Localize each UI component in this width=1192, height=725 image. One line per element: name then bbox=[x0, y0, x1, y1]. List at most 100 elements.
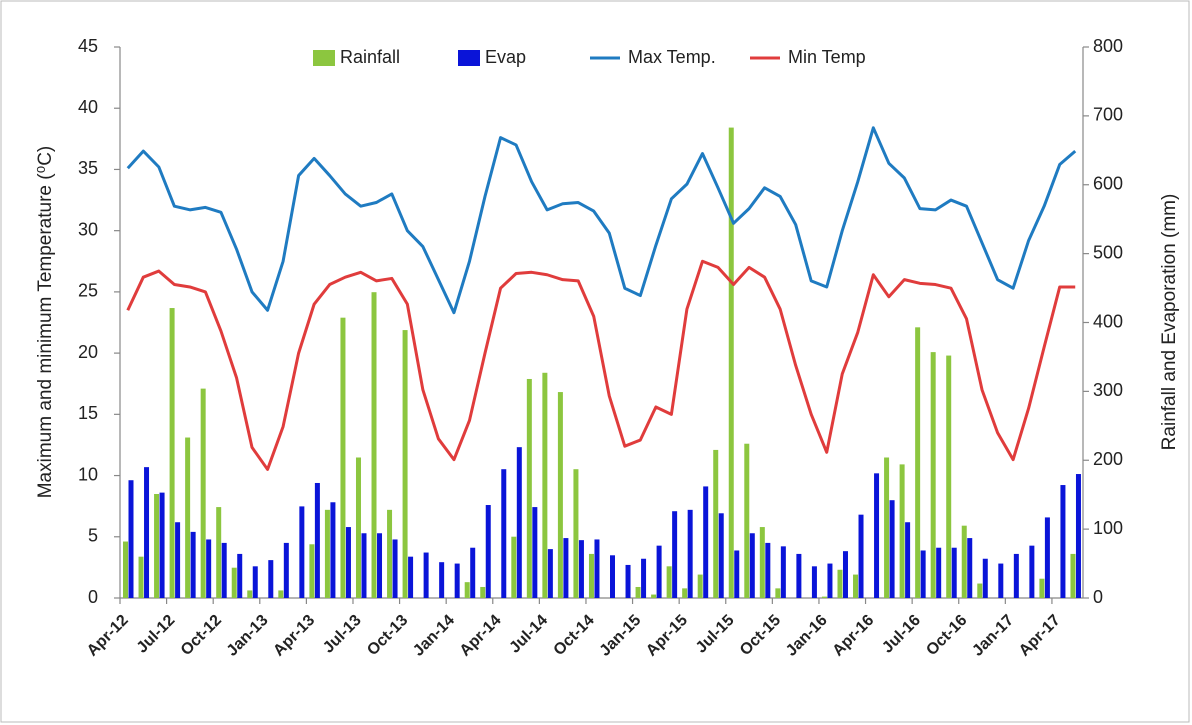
bar bbox=[874, 473, 880, 598]
bar bbox=[190, 531, 196, 598]
bar bbox=[371, 292, 377, 598]
bar bbox=[651, 594, 657, 598]
y2-tick-label: 700 bbox=[1093, 105, 1123, 125]
y-tick-label: 35 bbox=[78, 158, 98, 178]
bar bbox=[221, 542, 227, 598]
bar bbox=[470, 547, 476, 598]
y-tick-label: 5 bbox=[88, 526, 98, 546]
bar bbox=[532, 507, 538, 598]
legend-label: Evap bbox=[485, 47, 526, 67]
bar bbox=[610, 555, 615, 598]
bar bbox=[1044, 517, 1050, 598]
legend-label: Max Temp. bbox=[628, 47, 716, 67]
bar bbox=[501, 469, 507, 598]
bar bbox=[1029, 545, 1035, 598]
bar bbox=[557, 392, 563, 598]
bar bbox=[185, 437, 191, 598]
bar bbox=[408, 556, 414, 598]
bar bbox=[159, 492, 165, 598]
bar bbox=[454, 563, 460, 598]
bar bbox=[330, 502, 336, 598]
y2-axis-title: Rainfall and Evaporation (mm) bbox=[1159, 194, 1180, 451]
bar bbox=[573, 469, 579, 598]
bar bbox=[216, 507, 222, 598]
bar bbox=[951, 547, 957, 598]
bar bbox=[977, 583, 983, 598]
y2-tick-label: 500 bbox=[1093, 242, 1123, 262]
y2-tick-label: 800 bbox=[1093, 36, 1123, 56]
bar bbox=[765, 542, 771, 598]
bar bbox=[930, 352, 936, 598]
bar bbox=[889, 500, 895, 598]
bar bbox=[423, 552, 429, 598]
bar bbox=[387, 509, 393, 598]
y-tick-label: 45 bbox=[78, 36, 98, 56]
bar bbox=[377, 533, 383, 598]
legend-label: Min Temp bbox=[788, 47, 866, 67]
bar bbox=[899, 464, 905, 598]
bar bbox=[563, 538, 569, 598]
bar bbox=[920, 550, 926, 598]
bar bbox=[811, 566, 817, 598]
bar bbox=[946, 355, 952, 598]
bar bbox=[237, 553, 243, 598]
bar bbox=[1013, 553, 1019, 598]
bar bbox=[775, 588, 781, 598]
y2-tick-label: 200 bbox=[1093, 449, 1123, 469]
line bbox=[126, 259, 1076, 471]
bar bbox=[464, 582, 470, 598]
bar bbox=[439, 562, 445, 598]
bar bbox=[252, 566, 258, 598]
bar bbox=[123, 541, 128, 598]
y2-tick-label: 100 bbox=[1093, 518, 1123, 538]
bar bbox=[283, 542, 289, 598]
y-tick-label: 10 bbox=[78, 464, 98, 484]
bar bbox=[547, 549, 553, 598]
bar bbox=[713, 449, 719, 598]
bar bbox=[1060, 485, 1066, 598]
bar bbox=[998, 563, 1004, 598]
bar bbox=[666, 566, 672, 598]
bar bbox=[392, 539, 398, 598]
bar bbox=[480, 586, 486, 598]
bar bbox=[728, 127, 734, 599]
bar bbox=[138, 556, 144, 598]
bar bbox=[967, 538, 973, 598]
y-axis-title: Maximum and minimum Temperature (⁰C) bbox=[35, 146, 56, 499]
y2-tick-label: 400 bbox=[1093, 311, 1123, 331]
bar bbox=[206, 539, 212, 598]
bar bbox=[821, 596, 827, 598]
bar bbox=[936, 547, 942, 598]
bar bbox=[588, 553, 594, 598]
bar bbox=[200, 388, 206, 598]
bar bbox=[915, 327, 921, 598]
bar bbox=[578, 540, 584, 598]
bar bbox=[268, 560, 274, 598]
bar bbox=[231, 567, 237, 598]
bar bbox=[402, 330, 408, 598]
bar bbox=[542, 372, 548, 598]
bar bbox=[247, 590, 253, 598]
bar bbox=[697, 574, 703, 598]
legend-swatch bbox=[313, 50, 335, 66]
bar bbox=[734, 550, 740, 598]
bar bbox=[299, 506, 305, 598]
bar bbox=[625, 564, 631, 598]
bar bbox=[827, 563, 833, 598]
bar bbox=[718, 513, 724, 598]
bar bbox=[175, 522, 181, 598]
bar bbox=[309, 544, 315, 598]
bar bbox=[1039, 578, 1045, 598]
y2-tick-label: 0 bbox=[1093, 587, 1103, 607]
bar bbox=[982, 558, 988, 598]
bar bbox=[511, 536, 517, 598]
bar bbox=[594, 539, 600, 598]
bar bbox=[796, 553, 802, 598]
bar bbox=[842, 551, 848, 598]
bar bbox=[128, 480, 134, 598]
legend-label: Rainfall bbox=[340, 47, 400, 67]
bar bbox=[672, 511, 678, 598]
y2-tick-label: 600 bbox=[1093, 174, 1123, 194]
bar bbox=[169, 308, 175, 598]
